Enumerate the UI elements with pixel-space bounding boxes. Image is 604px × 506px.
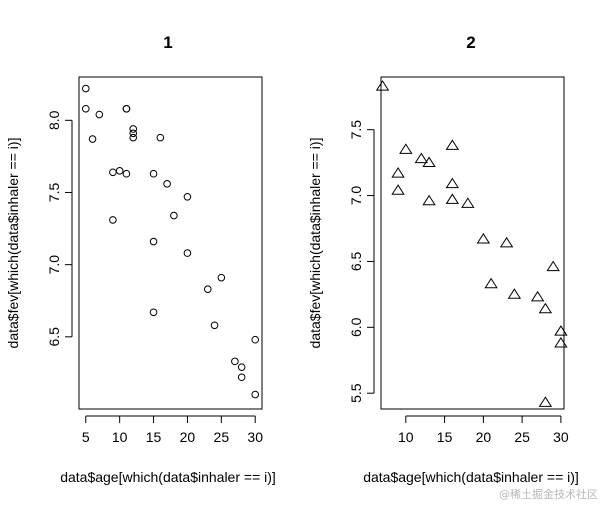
data-point-circle: [156, 133, 165, 142]
data-point-triangle: [391, 184, 405, 195]
data-point-triangle: [461, 197, 475, 208]
data-point-triangle: [414, 152, 429, 164]
data-point-circle: [129, 133, 138, 142]
data-point-circle: [81, 104, 90, 113]
panel-1-x-tick-label: 10: [112, 429, 128, 445]
data-point-triangle: [499, 236, 514, 248]
panel-2-title: 2: [466, 33, 475, 52]
panel-2-points: [375, 80, 568, 407]
data-point-circle: [217, 273, 226, 282]
data-point-circle: [109, 168, 117, 177]
panel-2-y-axis-label: data$fev[which(data$inhaler == i)]: [307, 138, 323, 349]
panel-1-x-tick-label: 5: [82, 429, 90, 445]
data-point-triangle: [399, 143, 413, 154]
panel-2-x-axis-label: data$age[which(data$inhaler == i)]: [363, 469, 579, 485]
panel-2-y-tick-label: 7.0: [348, 186, 364, 206]
panel-1-y-axis-label: data$fev[which(data$inhaler == i)]: [5, 138, 21, 349]
data-point-triangle: [422, 194, 436, 206]
data-point-circle: [109, 216, 117, 224]
data-point-triangle: [554, 325, 568, 336]
panel-2-y-tick-label: 6.0: [348, 317, 364, 337]
panel-1-x-tick-label: 30: [247, 429, 263, 445]
data-point-circle: [149, 237, 158, 246]
data-point-triangle: [476, 232, 491, 244]
panel-2-x-tick-label: 15: [437, 429, 453, 445]
data-point-triangle: [391, 167, 405, 178]
data-point-triangle: [546, 260, 560, 272]
panel-1-y-tick-label: 6.5: [46, 327, 62, 347]
data-point-circle: [81, 84, 90, 93]
panel-1-x-tick-label: 25: [214, 429, 230, 445]
data-point-triangle: [422, 156, 436, 168]
panel-2-x-tick-label: 30: [553, 429, 569, 445]
panel-1-y-tick-label: 8.0: [46, 110, 62, 130]
panel-1-points: [81, 84, 260, 399]
data-point-circle: [210, 321, 219, 330]
data-point-circle: [115, 167, 124, 175]
panel-1: 1 data$age[which(data$inhaler == i)] dat…: [5, 33, 276, 485]
data-point-circle: [251, 335, 260, 344]
panel-2-x-tick-label: 20: [476, 429, 492, 445]
panel-1-x-tick-label: 15: [146, 429, 162, 445]
data-point-triangle: [484, 277, 498, 289]
data-point-circle: [149, 169, 158, 178]
panel-2-x-axis: 10 15 20 25 30: [398, 415, 569, 445]
panel-2: 2 data$age[which(data$inhaler == i)] dat…: [307, 33, 579, 485]
data-point-triangle: [538, 302, 553, 314]
data-point-triangle: [445, 139, 460, 150]
data-point-circle: [163, 180, 171, 188]
data-point-circle: [231, 357, 239, 366]
data-point-circle: [237, 373, 246, 382]
panel-1-plot-box: [78, 76, 263, 410]
panel-2-y-tick-label: 5.5: [348, 383, 364, 403]
panel-2-y-tick-label: 7.5: [348, 120, 364, 140]
panel-1-y-tick-label: 7.0: [46, 255, 62, 275]
data-point-triangle: [554, 336, 568, 348]
panel-2-y-tick-label: 6.5: [348, 252, 364, 272]
data-point-triangle: [445, 177, 460, 189]
data-point-circle: [122, 169, 131, 178]
data-point-circle: [237, 363, 246, 371]
panel-2-x-tick-label: 25: [514, 429, 530, 445]
data-point-triangle: [530, 290, 545, 302]
data-point-circle: [129, 125, 138, 133]
data-point-circle: [183, 249, 192, 257]
data-point-triangle: [445, 193, 460, 204]
data-point-circle: [170, 211, 178, 220]
panel-1-x-tick-label: 20: [180, 429, 196, 445]
data-point-circle: [88, 135, 97, 143]
data-point-circle: [129, 129, 138, 138]
panel-1-x-axis-label: data$age[which(data$inhaler == i)]: [60, 469, 276, 485]
panel-1-y-tick-label: 7.5: [46, 183, 62, 203]
data-point-circle: [183, 193, 192, 201]
data-point-circle: [122, 104, 131, 113]
panel-1-x-axis: 5 10 15 20 25 30: [82, 415, 263, 445]
data-point-triangle: [375, 80, 390, 91]
data-point-circle: [251, 390, 260, 399]
data-point-circle: [203, 285, 212, 293]
watermark-text: @稀土掘金技术社区: [499, 487, 598, 501]
panel-2-plot-box: [380, 76, 565, 410]
panel-2-x-tick-label: 10: [398, 429, 414, 445]
panel-2-y-axis: 5.5 6.0 6.5 7.0 7.5: [348, 120, 375, 403]
data-point-triangle: [538, 396, 553, 407]
data-point-circle: [149, 308, 158, 317]
panel-1-title: 1: [163, 33, 172, 52]
panel-1-y-axis: 6.5 7.0 7.5 8.0: [46, 110, 73, 347]
data-point-triangle: [507, 288, 522, 299]
data-point-circle: [95, 110, 104, 119]
